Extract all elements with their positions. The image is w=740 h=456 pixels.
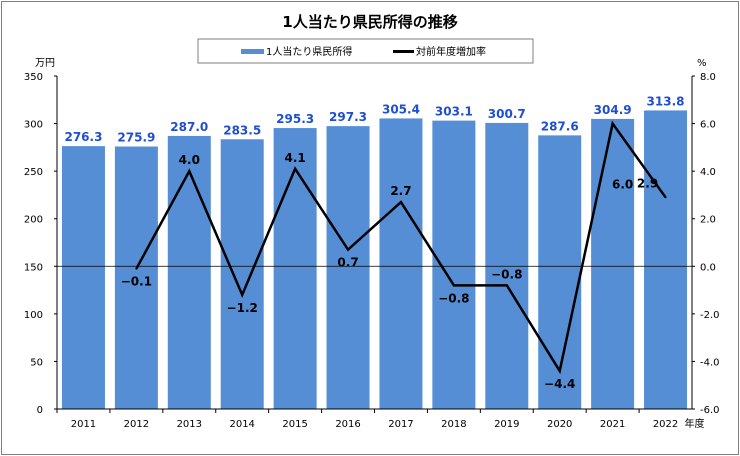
bar-label-2018: 303.1: [435, 105, 473, 119]
x-tick-label: 2019: [494, 419, 519, 430]
bar-2013: [167, 135, 211, 409]
bar-2015: [273, 128, 317, 409]
left-tick-label: 300: [24, 120, 43, 131]
right-tick-label: 4.0: [700, 167, 716, 178]
growth-label-2017: 2.7: [390, 184, 411, 198]
growth-label-2022: 2.9: [637, 176, 658, 190]
bar-label-2019: 300.7: [488, 107, 526, 121]
bar-2011: [61, 146, 105, 409]
growth-label-2020: −4.4: [544, 377, 575, 391]
bar-2017: [379, 118, 423, 409]
right-tick-label: -4.0: [700, 357, 720, 368]
left-tick-label: 200: [24, 215, 43, 226]
x-tick-label: 2017: [388, 419, 413, 430]
legend-bar-label: 1人当たり県民所得: [266, 45, 352, 58]
growth-label-2012: −0.1: [121, 275, 152, 289]
left-tick-label: 0: [37, 405, 43, 416]
x-axis-unit: 年度: [685, 417, 705, 430]
right-tick-label: 6.0: [700, 120, 716, 131]
growth-point-2014: [241, 293, 244, 296]
bar-2018: [432, 120, 476, 409]
growth-label-2013: 4.0: [179, 153, 200, 167]
growth-point-2019: [505, 284, 508, 287]
bar-2014: [220, 139, 264, 409]
growth-point-2017: [399, 201, 402, 204]
left-tick-label: 150: [24, 262, 43, 273]
left-axis-unit: 万円: [35, 58, 55, 69]
right-tick-label: 2.0: [700, 215, 716, 226]
bar-label-2017: 305.4: [382, 102, 420, 116]
bar-label-2011: 276.3: [64, 130, 102, 144]
growth-point-2013: [188, 170, 191, 173]
bar-2012: [114, 146, 158, 409]
x-tick-label: 2016: [335, 419, 360, 430]
bar-label-2020: 287.6: [541, 119, 579, 133]
x-tick-label: 2018: [441, 419, 466, 430]
growth-label-2016: 0.7: [337, 256, 358, 270]
left-tick-label: 100: [24, 310, 43, 321]
bar-label-2012: 275.9: [117, 131, 155, 145]
bar-2021: [591, 118, 635, 410]
legend-line-label: 対前年度増加率: [416, 45, 486, 58]
x-tick-label: 2012: [124, 419, 149, 430]
growth-point-2021: [611, 122, 614, 125]
growth-point-2018: [452, 284, 455, 287]
bar-label-2021: 304.9: [594, 103, 632, 117]
bar-2022: [644, 110, 688, 409]
growth-point-2012: [135, 267, 138, 270]
bar-2016: [326, 126, 370, 409]
growth-label-2019: −0.8: [491, 267, 522, 281]
right-tick-label: -6.0: [700, 405, 720, 416]
growth-point-2016: [347, 248, 350, 251]
growth-point-2022: [664, 196, 667, 199]
x-tick-label: 2020: [547, 419, 572, 430]
left-tick-label: 250: [24, 167, 43, 178]
bar-label-2016: 297.3: [329, 110, 367, 124]
growth-label-2018: −0.8: [438, 291, 469, 305]
x-tick-label: 2013: [177, 419, 202, 430]
x-tick-label: 2011: [71, 419, 96, 430]
left-tick-label: 350: [24, 72, 43, 83]
right-axis-unit: %: [697, 58, 707, 69]
bar-label-2013: 287.0: [170, 120, 208, 134]
left-tick-label: 50: [30, 357, 43, 368]
bar-label-2014: 283.5: [223, 123, 261, 137]
growth-point-2020: [558, 369, 561, 372]
right-tick-label: -2.0: [700, 310, 720, 321]
x-tick-label: 2015: [282, 419, 307, 430]
x-tick-label: 2021: [600, 419, 625, 430]
legend-bar-swatch: [241, 49, 264, 54]
bar-label-2022: 313.8: [647, 94, 685, 108]
growth-label-2014: −1.2: [227, 301, 258, 315]
growth-label-2021: 6.0: [612, 178, 633, 192]
growth-label-2015: 4.1: [284, 151, 305, 165]
x-tick-label: 2014: [229, 419, 254, 430]
growth-point-2015: [294, 167, 297, 170]
right-tick-label: 0.0: [700, 262, 716, 273]
chart-title: 1人当たり県民所得の推移: [282, 13, 457, 31]
x-tick-label: 2022: [653, 419, 678, 430]
bar-label-2015: 295.3: [276, 112, 314, 126]
legend: 1人当たり県民所得 対前年度増加率: [197, 38, 534, 64]
bar-2020: [538, 135, 582, 409]
right-tick-label: 8.0: [700, 72, 716, 83]
